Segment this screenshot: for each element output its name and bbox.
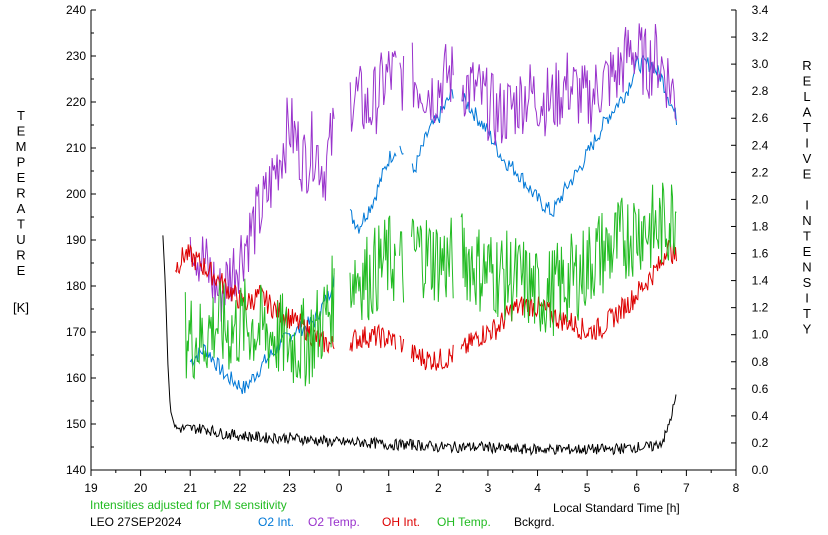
x-tick-label: 23 <box>283 481 297 495</box>
right-tick-label: 0.6 <box>752 382 769 396</box>
left-axis-title-letter: T <box>17 108 25 123</box>
station-label: LEO 27SEP2024 <box>90 515 182 529</box>
right-axis-title-letter: E <box>803 244 812 259</box>
right-tick-label: 0.8 <box>752 355 769 369</box>
right-tick-label: 2.6 <box>752 111 769 125</box>
right-axis-title-letter: L <box>803 89 810 104</box>
x-tick-label: 1 <box>385 481 392 495</box>
right-tick-label: 1.4 <box>752 274 769 288</box>
series-line-oh-temp- <box>184 182 677 387</box>
x-tick-label: 8 <box>733 481 740 495</box>
legend-o2-temp: O2 Temp. <box>308 515 360 529</box>
right-tick-label: 0.0 <box>752 463 769 477</box>
left-axis-title-letter: U <box>16 232 25 247</box>
x-tick-label: 4 <box>534 481 541 495</box>
sensitivity-note: Intensities adjusted for PM sensitivity <box>90 498 287 512</box>
right-axis-title-letter: V <box>803 151 812 166</box>
right-axis-title-letter: S <box>803 275 812 290</box>
left-tick-label: 230 <box>66 49 86 63</box>
series-line-oh-int- <box>174 239 677 371</box>
left-tick-label: 150 <box>66 417 86 431</box>
left-axis-unit: [K] <box>13 300 29 315</box>
left-tick-label: 210 <box>66 141 86 155</box>
right-axis-title-letter: T <box>803 229 811 244</box>
series-line-o2-temp- <box>189 23 677 322</box>
x-tick-label: 19 <box>84 481 98 495</box>
left-axis-title-letter: E <box>17 170 26 185</box>
left-tick-label: 190 <box>66 233 86 247</box>
right-axis-title-letter: N <box>802 213 811 228</box>
right-tick-label: 1.0 <box>752 328 769 342</box>
legend-oh-temp: OH Temp. <box>437 515 491 529</box>
left-axis-title-letter: E <box>17 124 26 139</box>
left-tick-label: 220 <box>66 95 86 109</box>
right-tick-label: 1.6 <box>752 247 769 261</box>
left-axis-title-letter: T <box>17 217 25 232</box>
left-tick-label: 240 <box>66 3 86 17</box>
right-tick-label: 1.2 <box>752 301 769 315</box>
right-tick-label: 0.2 <box>752 436 769 450</box>
right-axis-title-letter: E <box>803 167 812 182</box>
left-axis-title-letter: P <box>17 155 26 170</box>
right-tick-label: 2.0 <box>752 192 769 206</box>
series-layer <box>162 23 677 456</box>
x-tick-label: 5 <box>584 481 591 495</box>
left-tick-label: 170 <box>66 325 86 339</box>
x-tick-label: 2 <box>435 481 442 495</box>
left-axis-title-letter: E <box>17 263 26 278</box>
right-axis-title-letter: I <box>805 198 809 213</box>
legend-oh-int: OH Int. <box>382 515 421 529</box>
right-tick-label: 2.4 <box>752 138 769 152</box>
right-axis-title-letter: I <box>805 291 809 306</box>
left-tick-label: 140 <box>66 463 86 477</box>
left-tick-label: 160 <box>66 371 86 385</box>
series-line-bckgrd- <box>162 235 677 456</box>
x-tick-label: 0 <box>336 481 343 495</box>
right-axis-title-letter: Y <box>803 322 812 337</box>
x-tick-label: 7 <box>683 481 690 495</box>
right-tick-label: 2.8 <box>752 84 769 98</box>
x-tick-label: 22 <box>233 481 247 495</box>
right-axis-title-letter: T <box>803 120 811 135</box>
left-axis-title-letter: R <box>16 186 25 201</box>
right-tick-label: 3.4 <box>752 3 769 17</box>
legend-bckgrd: Bckgrd. <box>514 515 555 529</box>
right-axis-title-letter: T <box>803 306 811 321</box>
axis-frame <box>90 10 737 471</box>
x-tick-label: 6 <box>633 481 640 495</box>
ticks-layer: 1401501601701801902002102202302400.00.20… <box>66 3 769 495</box>
right-axis-title-letter: A <box>803 105 812 120</box>
right-axis-title-letter: R <box>802 58 811 73</box>
right-tick-label: 3.0 <box>752 57 769 71</box>
right-axis-title-letter: N <box>802 260 811 275</box>
right-tick-label: 3.2 <box>752 30 769 44</box>
x-tick-label: 21 <box>184 481 198 495</box>
x-tick-label: 3 <box>485 481 492 495</box>
right-axis-title-letter: I <box>805 136 809 151</box>
x-axis-label: Local Standard Time [h] <box>553 501 680 515</box>
x-tick-label: 20 <box>134 481 148 495</box>
left-axis-title-letter: A <box>17 201 26 216</box>
right-tick-label: 2.2 <box>752 165 769 179</box>
right-tick-label: 1.8 <box>752 219 769 233</box>
series-line-o2-int- <box>189 54 677 395</box>
legend-o2-int: O2 Int. <box>258 515 295 529</box>
left-tick-label: 200 <box>66 187 86 201</box>
left-axis-title-letter: R <box>16 248 25 263</box>
left-tick-label: 180 <box>66 279 86 293</box>
right-tick-label: 0.4 <box>752 409 769 423</box>
left-axis-title-letter: M <box>16 139 27 154</box>
right-axis-title-letter: E <box>803 74 812 89</box>
